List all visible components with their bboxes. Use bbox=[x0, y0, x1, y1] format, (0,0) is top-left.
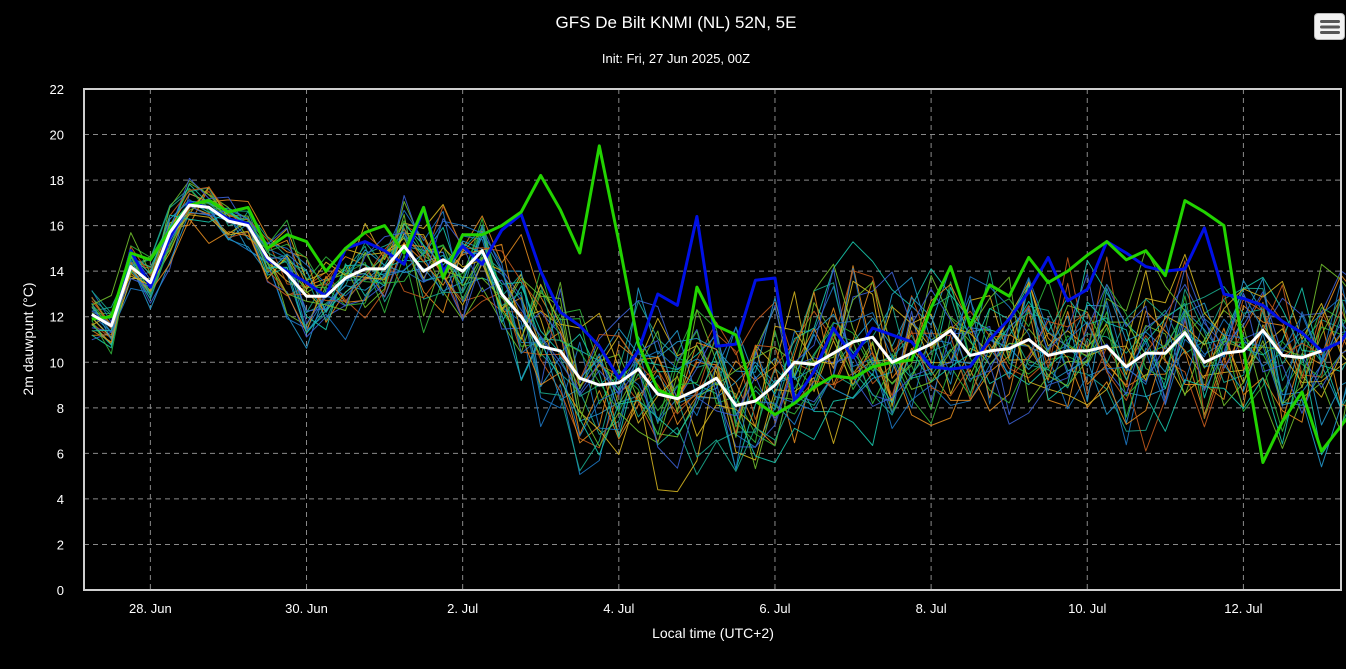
ensemble-member-line bbox=[91, 186, 1346, 493]
ensemble-member-line bbox=[91, 190, 1346, 449]
ensemble-member-line bbox=[91, 205, 1346, 469]
y-tick-label: 20 bbox=[50, 128, 64, 143]
series-line-operational bbox=[91, 201, 1346, 403]
y-tick-label: 6 bbox=[57, 446, 64, 461]
ensemble-member-line bbox=[91, 200, 1346, 447]
x-axis: 28. Jun 30. Jun 2. Jul 4. Jul 6. Jul 8. Jul 10… bbox=[129, 601, 1263, 616]
x-tick-label: 30. Jun bbox=[285, 601, 328, 616]
ensemble-members bbox=[91, 177, 1346, 493]
ensemble-member-line bbox=[91, 187, 1346, 432]
y-tick-label: 8 bbox=[57, 401, 64, 416]
ensemble-member-line bbox=[91, 193, 1346, 448]
ensemble-member-line bbox=[91, 187, 1346, 476]
chart-menu-button[interactable] bbox=[1314, 13, 1345, 40]
series-line-control bbox=[91, 144, 1346, 464]
ensemble-member-line bbox=[91, 198, 1346, 428]
y-tick-label: 22 bbox=[50, 82, 64, 97]
y-tick-label: 2 bbox=[57, 537, 64, 552]
y-tick-label: 12 bbox=[50, 310, 64, 325]
x-tick-label: 10. Jul bbox=[1068, 601, 1106, 616]
x-tick-label: 4. Jul bbox=[603, 601, 634, 616]
chart-title: GFS De Bilt KNMI (NL) 52N, 5E bbox=[556, 13, 797, 32]
plot-frame bbox=[83, 88, 1342, 591]
y-tick-label: 0 bbox=[57, 583, 64, 598]
ensemble-member-line bbox=[91, 211, 1346, 464]
x-axis-label: Local time (UTC+2) bbox=[652, 625, 774, 641]
hamburger-menu-icon bbox=[1319, 19, 1340, 34]
ensemble-member-line bbox=[91, 212, 1346, 426]
y-tick-label: 18 bbox=[50, 173, 64, 188]
x-tick-label: 28. Jun bbox=[129, 601, 172, 616]
x-tick-label: 6. Jul bbox=[759, 601, 790, 616]
series-line-ensemble_mean bbox=[91, 203, 1322, 407]
y-axis-label: 2m dauwpunt (°C) bbox=[20, 283, 36, 396]
ensemble-member-line bbox=[91, 203, 1346, 443]
ensemble-member-line bbox=[91, 201, 1346, 472]
x-tick-label: 2. Jul bbox=[447, 601, 478, 616]
y-tick-label: 4 bbox=[57, 492, 64, 507]
y-tick-label: 16 bbox=[50, 219, 64, 234]
y-tick-label: 14 bbox=[50, 264, 64, 279]
x-tick-label: 12. Jul bbox=[1224, 601, 1262, 616]
y-tick-label: 10 bbox=[50, 355, 64, 370]
ensemble-member-line bbox=[91, 212, 1346, 452]
y-axis: 0 2 4 6 8 10 12 14 16 18 20 22 bbox=[50, 82, 64, 598]
chart-subtitle: Init: Fri, 27 Jun 2025, 00Z bbox=[602, 51, 750, 66]
ensemble-member-line bbox=[91, 200, 1346, 424]
x-tick-label: 8. Jul bbox=[916, 601, 947, 616]
ensemble-member-line bbox=[91, 177, 1346, 424]
ensemble-member-line bbox=[91, 205, 1346, 468]
highlighted-series bbox=[91, 144, 1346, 464]
